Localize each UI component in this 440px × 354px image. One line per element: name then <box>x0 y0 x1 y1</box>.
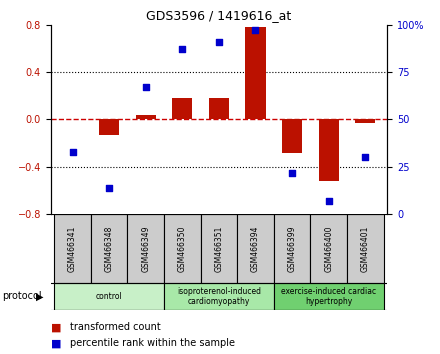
Text: control: control <box>96 292 122 301</box>
Text: GSM466351: GSM466351 <box>214 225 224 272</box>
Bar <box>282 119 302 153</box>
Bar <box>209 98 229 119</box>
Bar <box>274 214 310 283</box>
Bar <box>246 27 266 119</box>
Point <box>289 170 296 175</box>
Text: exercise-induced cardiac
hypertrophy: exercise-induced cardiac hypertrophy <box>281 287 376 306</box>
Text: GSM466348: GSM466348 <box>105 225 114 272</box>
Bar <box>54 283 164 310</box>
Text: ■: ■ <box>51 338 61 348</box>
Bar <box>164 283 274 310</box>
Text: GSM466394: GSM466394 <box>251 225 260 272</box>
Text: GSM466399: GSM466399 <box>288 225 297 272</box>
Text: ■: ■ <box>51 322 61 332</box>
Point <box>69 149 76 154</box>
Text: ▶: ▶ <box>36 291 44 302</box>
Bar <box>91 214 128 283</box>
Text: GSM466341: GSM466341 <box>68 225 77 272</box>
Bar <box>164 214 201 283</box>
Point <box>252 28 259 33</box>
Bar <box>310 214 347 283</box>
Point <box>325 198 332 204</box>
Text: GSM466349: GSM466349 <box>141 225 150 272</box>
Title: GDS3596 / 1419616_at: GDS3596 / 1419616_at <box>146 9 292 22</box>
Point <box>106 185 113 190</box>
Bar <box>136 115 156 119</box>
Bar <box>99 119 119 135</box>
Bar <box>201 214 237 283</box>
Bar <box>128 214 164 283</box>
Point <box>179 47 186 52</box>
Point <box>362 154 369 160</box>
Bar <box>237 214 274 283</box>
Bar <box>54 214 91 283</box>
Text: transformed count: transformed count <box>70 322 161 332</box>
Text: GSM466400: GSM466400 <box>324 225 333 272</box>
Text: protocol: protocol <box>2 291 42 302</box>
Point <box>142 85 149 90</box>
Text: GSM466401: GSM466401 <box>361 225 370 272</box>
Bar <box>347 214 384 283</box>
Bar <box>274 283 384 310</box>
Text: isoproterenol-induced
cardiomyopathy: isoproterenol-induced cardiomyopathy <box>177 287 261 306</box>
Point <box>216 39 223 45</box>
Bar <box>172 98 192 119</box>
Bar <box>355 119 375 123</box>
Text: percentile rank within the sample: percentile rank within the sample <box>70 338 235 348</box>
Text: GSM466350: GSM466350 <box>178 225 187 272</box>
Bar <box>319 119 339 181</box>
